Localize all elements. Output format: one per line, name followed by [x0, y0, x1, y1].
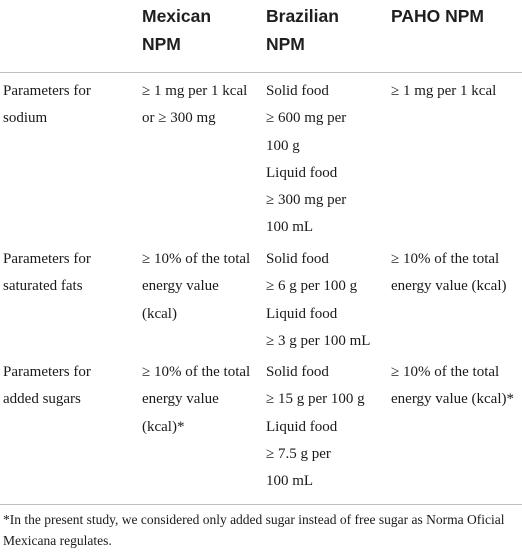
cell-line: saturated fats	[3, 278, 83, 295]
cell-line: ≥ 6 g per 100 g	[266, 278, 358, 295]
cell-line: ≥ 10% of the total	[142, 364, 251, 380]
cell-line: ≥ 1 mg per 1 kcal	[391, 83, 497, 99]
cell-line: or ≥ 300 mg	[142, 110, 216, 127]
row-label-cell: Parameters for sodium	[3, 78, 91, 133]
footer-divider	[0, 504, 522, 505]
mexican-cell: ≥ 10% of the total energy value (kcal)*	[142, 359, 250, 441]
cell-line: (kcal)*	[142, 418, 185, 435]
brazilian-cell: Solid food ≥ 6 g per 100 g Liquid food ≥…	[266, 246, 370, 355]
cell-line: 100 mL	[266, 473, 314, 490]
header-line: NPM	[142, 34, 181, 54]
cell-line: Solid food	[266, 364, 329, 380]
paho-cell: ≥ 10% of the total energy value (kcal)*	[391, 359, 514, 414]
mexican-cell: ≥ 10% of the total energy value (kcal)	[142, 246, 250, 328]
cell-line: (kcal)	[142, 305, 177, 322]
cell-line: ≥ 10% of the total	[391, 364, 500, 380]
cell-line: Liquid food	[266, 164, 338, 181]
cell-line: ≥ 300 mg per	[266, 192, 347, 209]
brazilian-cell: Solid food ≥ 600 mg per 100 g Liquid foo…	[266, 78, 346, 242]
cell-line: Solid food	[266, 83, 329, 99]
cell-line: 100 mL	[266, 219, 314, 236]
header-line: Mexican	[142, 6, 212, 26]
cell-line: Solid food	[266, 251, 329, 267]
table-header: Mexican NPM Brazilian NPM PAHO NPM	[0, 0, 522, 72]
cell-line: ≥ 3 g per 100 mL	[266, 332, 371, 349]
paho-cell: ≥ 1 mg per 1 kcal	[391, 78, 496, 105]
cell-line: added sugars	[3, 391, 81, 408]
cell-line: Parameters for	[3, 251, 91, 267]
cell-line: ≥ 10% of the total	[142, 251, 251, 267]
cell-line: ≥ 10% of the total	[391, 251, 500, 267]
header-line: PAHO NPM	[391, 6, 485, 26]
cell-line: ≥ 600 mg per	[266, 110, 347, 127]
row-label-cell: Parameters for added sugars	[3, 359, 91, 414]
row-label-cell: Parameters for saturated fats	[3, 246, 91, 301]
brazilian-cell: Solid food ≥ 15 g per 100 g Liquid food …	[266, 359, 365, 495]
header-line: Brazilian	[266, 6, 339, 26]
header-line: NPM	[266, 34, 305, 54]
header-cell-paho: PAHO NPM	[391, 2, 484, 30]
cell-line: Liquid food	[266, 305, 338, 322]
cell-line: ≥ 1 mg per 1 kcal	[142, 83, 248, 99]
mexican-cell: ≥ 1 mg per 1 kcal or ≥ 300 mg	[142, 78, 247, 133]
table-footnote: *In the present study, we considered onl…	[3, 512, 505, 548]
header-cell-mexican: Mexican NPM	[142, 2, 211, 58]
cell-line: ≥ 7.5 g per	[266, 445, 331, 462]
cell-line: Parameters for	[3, 364, 91, 380]
cell-line: energy value	[142, 391, 219, 408]
cell-line: energy value (kcal)*	[391, 391, 514, 408]
cell-line: sodium	[3, 110, 48, 127]
cell-line: Parameters for	[3, 83, 91, 99]
cell-line: energy value (kcal)	[391, 278, 507, 295]
cell-line: Liquid food	[266, 418, 338, 435]
cell-line: energy value	[142, 278, 219, 295]
header-cell-brazilian: Brazilian NPM	[266, 2, 339, 58]
cell-line: ≥ 15 g per 100 g	[266, 391, 365, 408]
header-divider	[0, 72, 522, 73]
paho-cell: ≥ 10% of the total energy value (kcal)	[391, 246, 507, 301]
cell-line: 100 g	[266, 137, 300, 154]
